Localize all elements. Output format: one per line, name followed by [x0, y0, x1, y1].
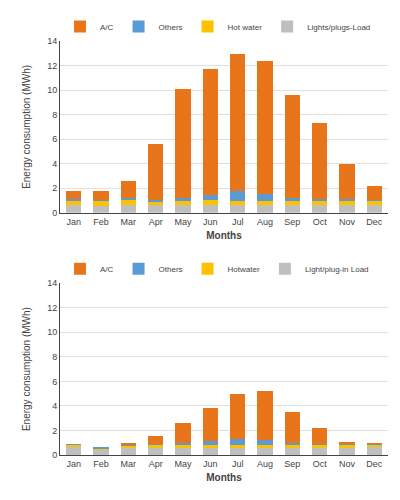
svg-text:2: 2 [52, 183, 57, 193]
svg-text:0: 0 [52, 208, 57, 218]
svg-text:8: 8 [52, 352, 57, 362]
svg-text:Feb: Feb [93, 217, 109, 227]
svg-text:12: 12 [47, 303, 57, 313]
svg-text:2: 2 [52, 426, 57, 436]
svg-text:4: 4 [52, 401, 57, 411]
svg-text:10: 10 [47, 327, 57, 337]
svg-text:Apr: Apr [149, 459, 163, 469]
svg-text:4: 4 [52, 159, 57, 169]
svg-text:Hot water: Hot water [228, 23, 263, 32]
svg-text:Aug: Aug [257, 217, 273, 227]
svg-text:6: 6 [52, 134, 57, 144]
svg-text:Jan: Jan [66, 459, 81, 469]
svg-text:May: May [174, 217, 192, 227]
svg-text:14: 14 [47, 36, 57, 46]
svg-text:Months: Months [206, 472, 242, 483]
svg-text:Energy consumption (MWh): Energy consumption (MWh) [21, 65, 32, 189]
svg-text:A/C: A/C [100, 265, 114, 274]
svg-text:8: 8 [52, 110, 57, 120]
svg-text:Oct: Oct [313, 459, 328, 469]
svg-text:Others: Others [159, 265, 183, 274]
svg-text:Apr: Apr [149, 217, 163, 227]
svg-text:Light/plug-in Load: Light/plug-in Load [305, 265, 369, 274]
svg-text:Oct: Oct [313, 217, 328, 227]
svg-text:Months: Months [206, 230, 242, 241]
svg-text:Jul: Jul [232, 459, 244, 469]
svg-text:Sep: Sep [284, 217, 300, 227]
svg-text:Jul: Jul [232, 217, 244, 227]
svg-text:Sep: Sep [284, 459, 300, 469]
svg-text:Nov: Nov [339, 217, 356, 227]
svg-text:6: 6 [52, 377, 57, 387]
svg-text:May: May [174, 459, 192, 469]
svg-text:Jun: Jun [203, 217, 218, 227]
svg-text:14: 14 [47, 278, 57, 288]
svg-text:Energy consumption (MWh): Energy consumption (MWh) [21, 307, 32, 431]
svg-text:Others: Others [159, 23, 183, 32]
svg-text:Mar: Mar [121, 217, 137, 227]
svg-text:Dec: Dec [366, 217, 383, 227]
svg-text:10: 10 [47, 85, 57, 95]
svg-text:Hotwater: Hotwater [228, 265, 260, 274]
svg-text:Mar: Mar [121, 459, 137, 469]
svg-text:Jan: Jan [66, 217, 81, 227]
svg-text:Dec: Dec [366, 459, 383, 469]
svg-text:0: 0 [52, 450, 57, 460]
svg-text:12: 12 [47, 61, 57, 71]
svg-text:Lights/plugs-Load: Lights/plugs-Load [307, 23, 370, 32]
svg-text:Nov: Nov [339, 459, 356, 469]
svg-text:Aug: Aug [257, 459, 273, 469]
svg-text:Feb: Feb [93, 459, 109, 469]
svg-text:A/C: A/C [100, 23, 114, 32]
svg-text:Jun: Jun [203, 459, 218, 469]
